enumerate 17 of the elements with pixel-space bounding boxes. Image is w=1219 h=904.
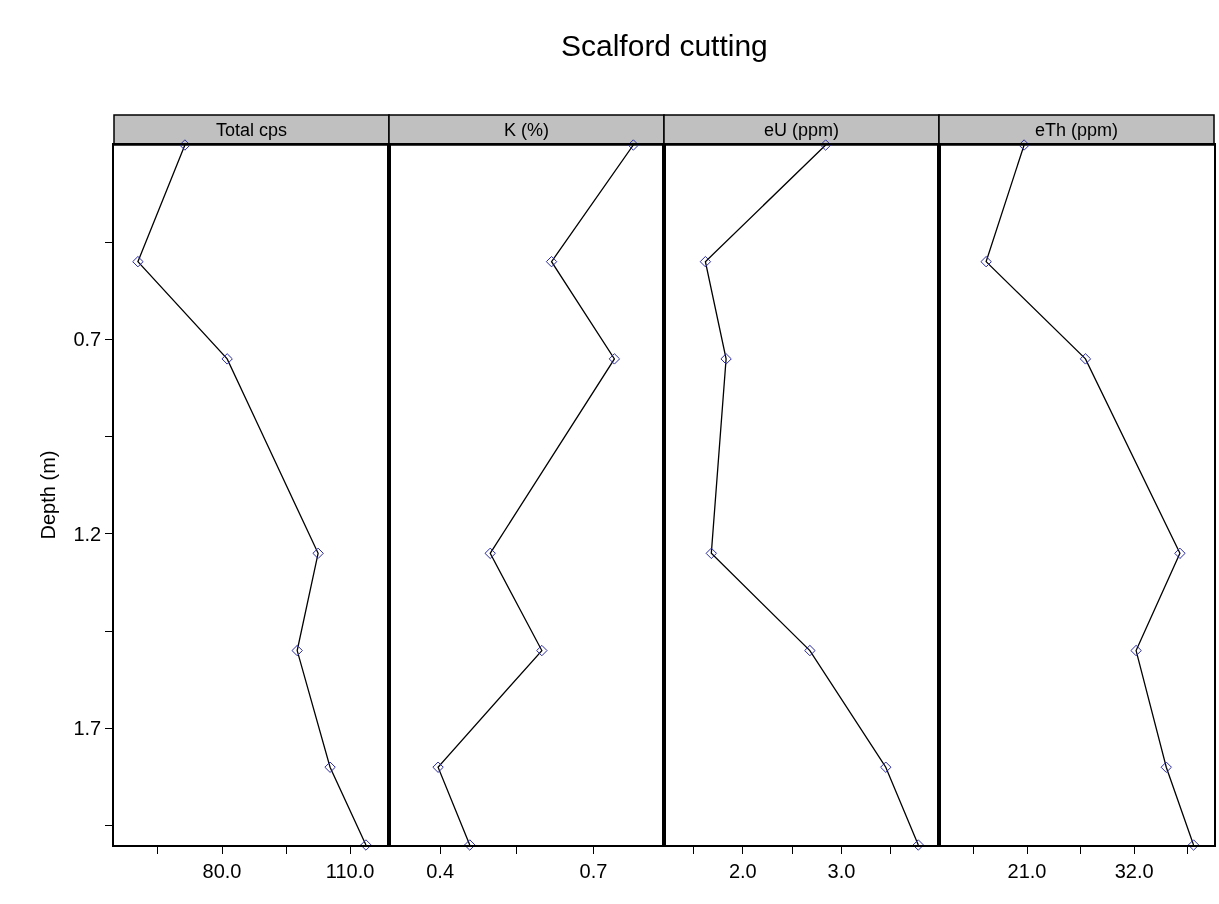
x-tick-label: 21.0: [1007, 859, 1047, 882]
x-tick-label: 2.0: [728, 859, 757, 882]
chart-title: Total cps: [216, 120, 288, 140]
text: Scalford cutting: [561, 29, 768, 62]
y-tick-label: 1.2: [73, 522, 102, 545]
x-tick-label: 0.7: [579, 859, 608, 882]
x-tick-label: 110.0: [325, 859, 375, 882]
y-tick-label: 1.7: [73, 717, 102, 740]
x-tick-label: 80.0: [202, 859, 242, 882]
chart-title: K (%): [504, 120, 549, 140]
chart-title: eU (ppm): [764, 120, 840, 140]
y-tick-label: 0.7: [73, 328, 102, 351]
x-tick-label: 32.0: [1114, 859, 1154, 882]
chart-title: eTh (ppm): [1035, 120, 1119, 140]
x-tick-label: 3.0: [827, 859, 856, 882]
x-tick-label: 0.4: [426, 859, 455, 882]
y-axis-title: Depth (m): [37, 450, 60, 540]
